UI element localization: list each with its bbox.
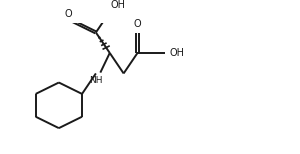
Text: O: O <box>64 9 72 19</box>
Text: O: O <box>134 19 141 29</box>
Text: OH: OH <box>111 0 126 10</box>
Text: OH: OH <box>169 48 184 58</box>
Text: NH: NH <box>89 76 103 85</box>
